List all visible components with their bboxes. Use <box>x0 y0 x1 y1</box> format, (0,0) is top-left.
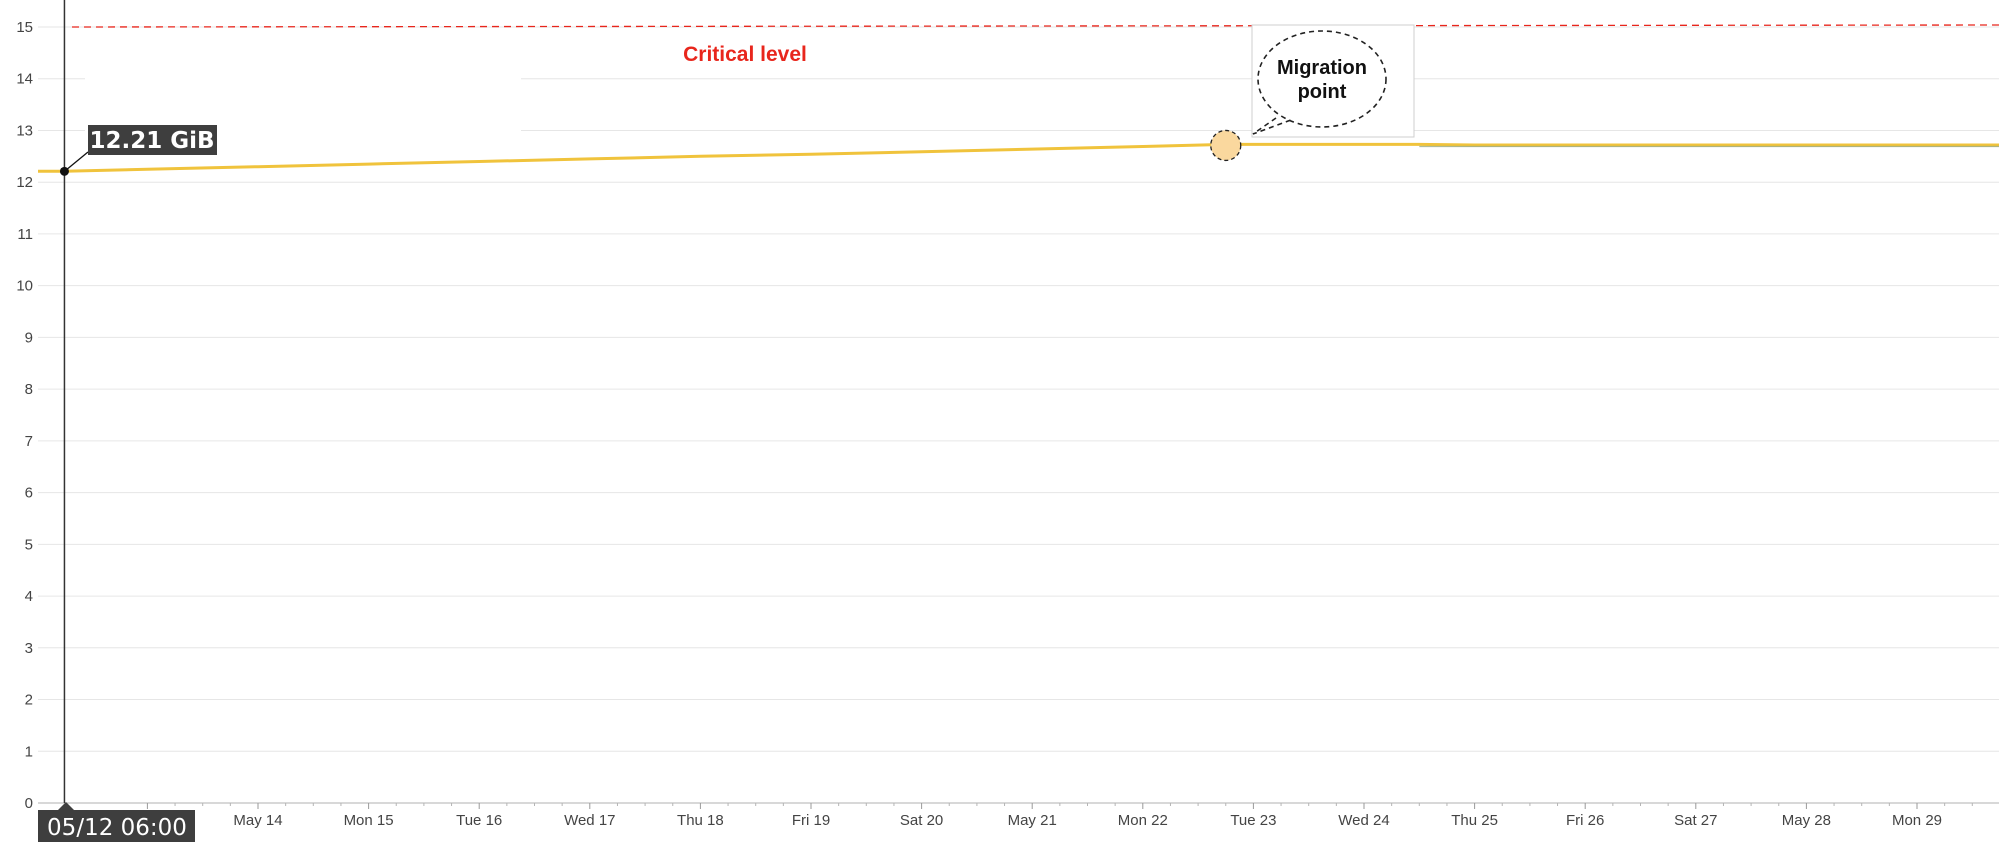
tooltip-backdrop <box>85 76 521 131</box>
migration-annotation: Migration point <box>1210 24 1415 162</box>
x-tick-label: May 14 <box>233 812 282 829</box>
critical-level-line <box>71 24 1999 28</box>
x-tick-label: Wed 17 <box>564 812 615 829</box>
x-tick-label: Thu 25 <box>1451 812 1498 829</box>
y-tick-label: 14 <box>16 71 33 88</box>
x-tick-label: Mon 29 <box>1892 812 1942 829</box>
grid-lines <box>38 26 1999 752</box>
x-tick-label: Tue 16 <box>456 812 502 829</box>
annotation-tail <box>1252 117 1292 135</box>
annotation-label-line: point <box>1298 81 1347 103</box>
annotation-label-line: Migration <box>1277 57 1367 79</box>
x-tick-label: Fri 19 <box>792 812 830 829</box>
x-tick-label: Mon 22 <box>1118 812 1168 829</box>
y-tick-label: 3 <box>25 640 33 657</box>
tooltip-pointer <box>64 151 89 172</box>
y-tick-label: 1 <box>25 743 33 760</box>
x-tick-label: May 21 <box>1008 812 1057 829</box>
x-tick-label: May 28 <box>1782 812 1831 829</box>
annotation-bubble <box>1257 30 1387 128</box>
annotation-label: Migration point <box>1277 57 1367 103</box>
migration-point-marker <box>1210 129 1242 162</box>
x-tick-label: Fri 26 <box>1566 812 1604 829</box>
x-tooltip: 05/12 06:00 <box>38 802 195 842</box>
y-tick-label: 13 <box>16 122 33 139</box>
series-group <box>38 142 1999 173</box>
y-tick-label: 6 <box>25 485 33 502</box>
y-tick-label: 10 <box>16 278 33 295</box>
x-axis: May 14 Mon 15 Tue 16 Wed 17 Thu 18 Fri 19 Sat … <box>38 802 1999 829</box>
x-tick-label: Thu 18 <box>677 812 724 829</box>
x-tick-label: Tue 23 <box>1230 812 1276 829</box>
series-line <box>38 142 1999 173</box>
x-tick-label: Sat 20 <box>900 812 943 829</box>
y-tick-label: 11 <box>17 226 33 243</box>
y-tick-label: 7 <box>25 433 33 450</box>
y-tick-label: 15 <box>16 19 33 36</box>
y-tick-label: 9 <box>25 329 33 346</box>
x-tooltip-caret <box>58 802 74 810</box>
x-tick-label: Sat 27 <box>1674 812 1717 829</box>
x-tick-label: Mon 15 <box>344 812 394 829</box>
y-tick-label: 4 <box>25 588 33 605</box>
value-tooltip-box <box>88 125 217 155</box>
value-tooltip: 12.21 GiB <box>88 125 217 155</box>
x-tick-label: Wed 24 <box>1338 812 1389 829</box>
y-tick-label: 8 <box>25 381 33 398</box>
value-tooltip-text: 12.21 GiB <box>89 128 214 154</box>
y-tick-label: 12 <box>16 174 33 191</box>
x-tooltip-text: 05/12 06:00 <box>47 815 187 841</box>
y-tick-label: 5 <box>25 536 33 553</box>
y-tick-label: 2 <box>25 692 33 709</box>
critical-level-label: Critical level <box>683 43 807 66</box>
x-tooltip-box <box>38 810 195 842</box>
y-tick-label: 0 <box>25 795 33 812</box>
